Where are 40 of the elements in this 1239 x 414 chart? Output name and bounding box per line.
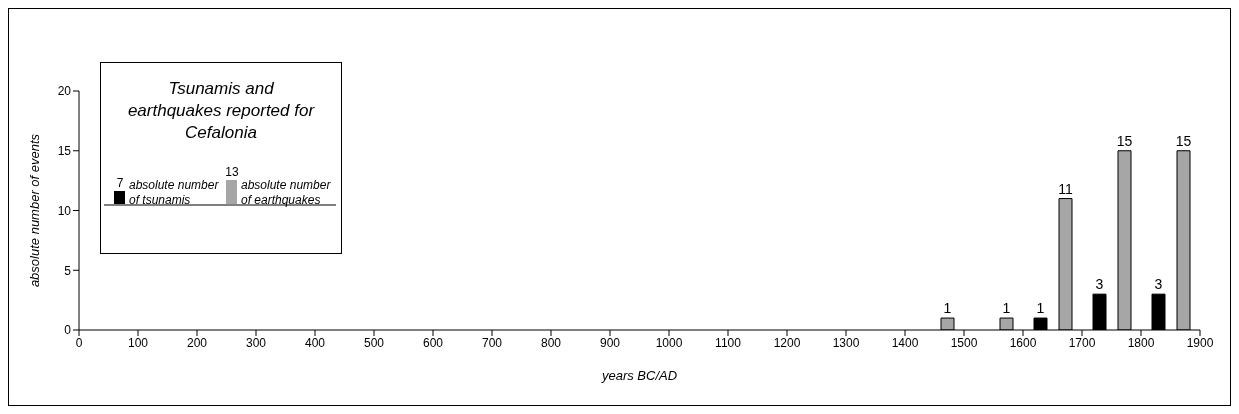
annotation: 7 xyxy=(116,176,124,190)
data-label: 15 xyxy=(1175,132,1192,149)
x-tick-label: 0 xyxy=(75,335,83,350)
annotation: 13 xyxy=(224,165,240,179)
x-tick-label: 100 xyxy=(127,335,149,350)
x-tick-label: 1600 xyxy=(1009,335,1037,350)
x-tick-label: 1700 xyxy=(1068,335,1096,350)
x-tick-label: 1800 xyxy=(1127,335,1155,350)
x-tick-label: 1400 xyxy=(891,335,919,350)
y-axis-title: absolute number of events xyxy=(26,133,42,288)
y-tick-label: 20 xyxy=(57,84,72,99)
x-tick-label: 1200 xyxy=(773,335,801,350)
data-label: 1 xyxy=(1036,300,1045,317)
legend-title: Tsunamis and earthquakes reported for Cefalonia xyxy=(126,78,316,144)
x-tick-label: 1300 xyxy=(832,335,860,350)
x-tick-label: 900 xyxy=(599,335,621,350)
x-tick-label: 300 xyxy=(245,335,267,350)
data-label: 11 xyxy=(1058,180,1073,197)
x-tick-label: 1900 xyxy=(1186,335,1214,350)
data-label: 3 xyxy=(1095,276,1104,293)
legend-label: absolute number of tsunamis xyxy=(129,178,220,208)
x-tick-label: 600 xyxy=(422,335,444,350)
data-label: 15 xyxy=(1116,132,1133,149)
x-tick-label: 800 xyxy=(540,335,562,350)
y-tick-label: 15 xyxy=(57,144,72,159)
data-label: 1 xyxy=(1002,300,1011,317)
x-axis-title: years BC/AD xyxy=(600,368,678,383)
x-tick-label: 700 xyxy=(481,335,503,350)
data-label: 3 xyxy=(1154,276,1163,293)
y-tick-label: 0 xyxy=(64,323,72,338)
x-tick-label: 1000 xyxy=(655,335,683,350)
y-tick-label: 5 xyxy=(64,263,72,278)
data-label: 1 xyxy=(943,300,952,317)
x-tick-label: 1500 xyxy=(950,335,978,350)
y-tick-label: 10 xyxy=(57,203,72,218)
x-tick-label: 1100 xyxy=(715,335,742,350)
x-tick-label: 400 xyxy=(304,335,326,350)
x-tick-label: 500 xyxy=(363,335,385,350)
legend-label: absolute number of earthquakes xyxy=(241,178,332,208)
x-tick-label: 200 xyxy=(186,335,208,350)
